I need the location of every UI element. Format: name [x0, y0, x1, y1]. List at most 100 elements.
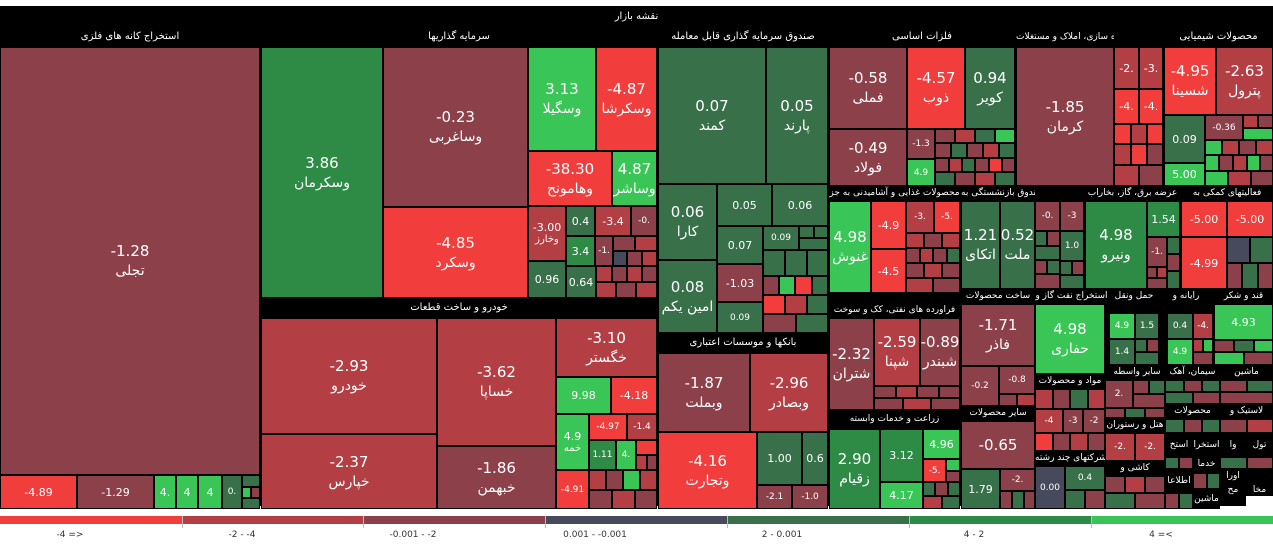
stock-tile[interactable]: -2.: [1000, 469, 1035, 491]
stock-tile[interactable]: -1.4: [627, 414, 657, 440]
stock-tile[interactable]: 4.17: [880, 482, 923, 509]
sector-header-other-products[interactable]: سایر محصولات: [961, 406, 1035, 421]
stock-tile[interactable]: -2.59 شپنا: [874, 318, 920, 386]
stock-tile[interactable]: -4.89: [0, 475, 77, 509]
stock-tile[interactable]: -1.71 فاذر: [961, 304, 1035, 366]
sector-header-financial-intermediaries[interactable]: سایر واسطه: [1109, 365, 1165, 380]
sector-header-banks[interactable]: بانکها و موسسات اعتباری: [658, 333, 828, 353]
stock-tile[interactable]: 0.4: [566, 206, 595, 236]
stock-tile[interactable]: -1.3: [907, 129, 935, 159]
stock-tile[interactable]: -3: [1060, 201, 1084, 231]
small-sector-label[interactable]: اورا: [1220, 469, 1246, 483]
sector-header-materials[interactable]: مواد و محصولات: [1035, 374, 1105, 389]
stock-tile[interactable]: 0.96: [528, 261, 566, 298]
stock-tile[interactable]: -1.85 کرمان: [1016, 47, 1114, 186]
sector-header-hotels[interactable]: هتل و رستوران: [1105, 418, 1165, 433]
stock-tile[interactable]: 0.09: [763, 226, 799, 250]
stock-tile[interactable]: -0.2: [961, 366, 999, 406]
small-sector-label[interactable]: وا: [1220, 433, 1246, 457]
small-sector-label[interactable]: مح: [1220, 483, 1246, 496]
stock-tile[interactable]: 3.4: [566, 236, 595, 266]
sector-header-automotive[interactable]: خودرو و ساخت قطعات: [261, 298, 657, 318]
stock-tile[interactable]: -2.: [1135, 433, 1165, 461]
stock-tile[interactable]: -4.97: [589, 414, 627, 440]
sector-header-transport[interactable]: حمل ونقل: [1109, 289, 1159, 304]
small-sector-label[interactable]: مخا: [1246, 483, 1273, 496]
sector-header-manufactured-products[interactable]: ساخت محصولات: [961, 289, 1035, 304]
stock-tile[interactable]: 4: [176, 475, 198, 509]
stock-tile[interactable]: 4.98 حفاری: [1035, 304, 1105, 374]
small-sector-label[interactable]: اطلاعا: [1165, 469, 1193, 493]
stock-tile[interactable]: 4.93: [1214, 304, 1273, 340]
stock-tile[interactable]: -4.95 شسینا: [1164, 47, 1216, 115]
stock-tile[interactable]: -4.18: [611, 377, 657, 414]
sector-header-oil-gas-extraction[interactable]: استخراج نفت گاز و: [1035, 289, 1108, 304]
small-sector-label[interactable]: تول: [1246, 433, 1273, 457]
stock-tile[interactable]: -0.49 فولاد: [829, 129, 907, 186]
sector-header-insurance[interactable]: بیمه وصندوق بازنشستگی به: [961, 186, 1035, 201]
stock-tile[interactable]: -2.96 وبصادر: [750, 353, 828, 432]
stock-tile[interactable]: -1.03: [717, 264, 763, 302]
stock-tile[interactable]: -0.89 شبندر: [920, 318, 960, 386]
stock-tile[interactable]: 0.94 کویر: [965, 47, 1015, 129]
stock-tile[interactable]: -4.85 وسکرد: [383, 207, 528, 298]
stock-tile[interactable]: 1.21 اتکای: [961, 201, 1000, 289]
stock-tile[interactable]: -2.: [1105, 433, 1135, 461]
stock-tile[interactable]: -3.00 وخارز: [528, 206, 566, 261]
stock-tile[interactable]: 4.96: [923, 429, 960, 459]
stock-tile[interactable]: 4.87 وساشر: [612, 151, 657, 206]
stock-tile[interactable]: -2.37 خپارس: [261, 434, 437, 509]
stock-tile[interactable]: 0.07: [717, 226, 763, 264]
stock-tile[interactable]: 4.9: [1109, 313, 1135, 339]
stock-tile[interactable]: -3.: [1139, 47, 1163, 89]
stock-tile[interactable]: 4.98 ونیرو: [1085, 201, 1147, 289]
stock-tile[interactable]: 0.06: [772, 184, 828, 226]
stock-tile[interactable]: -5.: [934, 201, 960, 233]
stock-tile[interactable]: -4.87 وسکرشا: [596, 47, 657, 151]
sector-header-computer[interactable]: رایانه و: [1159, 289, 1213, 304]
stock-tile[interactable]: -3.4: [595, 206, 631, 236]
stock-tile[interactable]: 4: [198, 475, 222, 509]
stock-tile[interactable]: -5.00: [1227, 201, 1273, 237]
sector-header-etf[interactable]: صندوق سرمایه گذاری قابل معامله: [658, 28, 828, 46]
stock-tile[interactable]: 9.98: [556, 377, 611, 414]
stock-tile[interactable]: -0.36: [1205, 115, 1243, 140]
stock-tile[interactable]: -4.91: [556, 470, 589, 509]
stock-tile[interactable]: -5.: [923, 459, 946, 482]
stock-tile[interactable]: 1.5: [1135, 313, 1159, 339]
stock-tile[interactable]: 3.12: [880, 429, 923, 482]
stock-tile[interactable]: -1.86 خبهمن: [437, 446, 556, 509]
stock-tile[interactable]: -0.65: [961, 421, 1035, 469]
stock-tile[interactable]: -4.: [1114, 89, 1139, 124]
stock-tile[interactable]: -2.32 شتران: [829, 318, 874, 410]
stock-tile[interactable]: -4.57 ذوب: [907, 47, 965, 129]
sector-header-cement[interactable]: سیمان، آهک: [1165, 365, 1220, 380]
stock-tile[interactable]: -1.0: [792, 485, 828, 509]
sector-header-rubber[interactable]: لاستیک و: [1220, 404, 1273, 419]
stock-tile[interactable]: 4.9 خمه: [556, 414, 589, 470]
sector-header-chemicals[interactable]: محصولات شیمیایی: [1164, 28, 1273, 46]
stock-tile[interactable]: 2.: [1105, 380, 1133, 408]
sector-header-tiles[interactable]: کاشی و: [1105, 461, 1165, 476]
sector-header-agriculture[interactable]: زراعت و خدمات وابسته: [829, 410, 960, 429]
sector-header-real-estate[interactable]: انبوه سازی، املاک و مستغلات: [1016, 28, 1114, 46]
stock-tile[interactable]: 2.90 زقیام: [829, 429, 880, 509]
stock-tile[interactable]: -2.63 پترول: [1216, 47, 1273, 115]
small-sector-label[interactable]: ماشین: [1193, 489, 1220, 509]
stock-tile[interactable]: 0.64: [566, 266, 596, 298]
sector-header-utilities[interactable]: عرضه برق، گاز، بخاراب: [1085, 186, 1180, 201]
sector-header-products[interactable]: محصولات: [1165, 404, 1220, 419]
sector-header-investments[interactable]: سرمایه گذاریها: [261, 28, 657, 46]
sector-header-metal-ores[interactable]: استخراج کانه های فلزی: [0, 28, 260, 46]
stock-tile[interactable]: -3.10 خگستر: [556, 318, 657, 377]
stock-tile[interactable]: -3: [1063, 409, 1083, 433]
stock-tile[interactable]: -4.: [1193, 313, 1213, 339]
stock-tile[interactable]: -0.23 وساغربی: [383, 47, 528, 207]
stock-tile[interactable]: 1.0: [1060, 231, 1084, 261]
stock-tile[interactable]: 4.: [616, 440, 636, 470]
stock-tile[interactable]: -0.: [631, 206, 657, 236]
sector-header-support[interactable]: فعالیتهای کمکی به: [1181, 186, 1273, 201]
small-sector-label[interactable]: خدما: [1193, 457, 1220, 473]
stock-tile[interactable]: 0.00: [1035, 466, 1065, 509]
stock-tile[interactable]: 1.54: [1147, 201, 1180, 237]
